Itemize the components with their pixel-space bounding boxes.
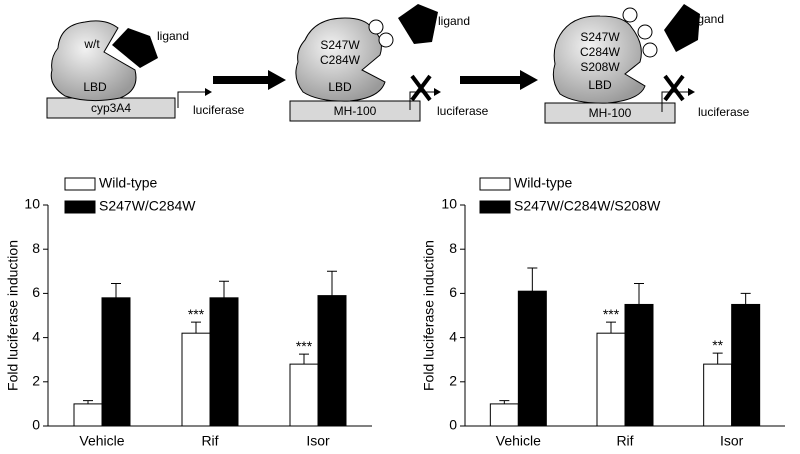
- y-tick-label: 8: [449, 240, 457, 256]
- bar: [317, 295, 347, 427]
- lbd-shape: [295, 17, 386, 102]
- y-tick-label: 4: [32, 328, 40, 344]
- y-tick-label: 0: [32, 417, 40, 433]
- error-bar: [634, 282, 644, 305]
- reporter-label: luciferase: [437, 104, 489, 118]
- ligand-label: ligand: [692, 12, 724, 26]
- reporter-label: luciferase: [698, 105, 750, 119]
- mutation-label: C284W: [320, 53, 361, 67]
- legend-label: Wild-type: [514, 175, 573, 191]
- error-bar: [499, 400, 510, 404]
- reporter-label: luciferase: [193, 103, 245, 117]
- y-tick-label: 4: [449, 328, 457, 344]
- bar: [489, 403, 519, 427]
- transcription-arrow: [177, 91, 205, 108]
- transcription-arrow: [409, 91, 436, 110]
- error-bar: [191, 321, 201, 334]
- domain-label: LBD: [83, 80, 107, 94]
- error-bar: [219, 280, 229, 298]
- promoter-label: cyp3A4: [91, 101, 131, 115]
- ligand-label: ligand: [438, 14, 470, 28]
- error-bar: [527, 267, 538, 292]
- legend-label: S247W/C284W/S208W: [514, 198, 661, 214]
- transcription-arrow: [661, 91, 690, 112]
- y-tick-label: 2: [32, 373, 40, 389]
- diagram-panel: MH-100 S247W C284W S208W LBD ligand luci…: [544, 4, 750, 124]
- error-bar: [712, 352, 723, 365]
- lbd-shape: [552, 15, 646, 104]
- x-tick-label: Vehicle: [79, 433, 124, 449]
- diagram-panel: MH-100 S247W C284W LBD ligand luciferase: [289, 4, 538, 122]
- significance-label: ***: [188, 306, 205, 322]
- error-bar: [740, 292, 751, 305]
- legend-swatch: [479, 200, 511, 214]
- x-tick-label: Rif: [616, 433, 633, 449]
- mutation-label: S247W: [320, 38, 360, 52]
- error-bar: [83, 400, 93, 404]
- promoter-box: [289, 100, 421, 122]
- arrow-head: [434, 88, 441, 96]
- bar: [209, 297, 239, 427]
- block-mark: [663, 74, 685, 102]
- step-arrow: [213, 70, 286, 90]
- legend-label: S247W/C284W: [99, 198, 196, 214]
- ligand-shape: [398, 4, 438, 44]
- legend-swatch: [64, 200, 96, 214]
- x-tick-label: Isor: [306, 433, 330, 449]
- mutation-label: S247W: [580, 30, 620, 44]
- bar: [624, 303, 654, 427]
- block-mark: [410, 74, 432, 102]
- arrow-head: [688, 88, 695, 96]
- bar: [731, 303, 761, 427]
- x-tick-label: Rif: [201, 433, 218, 449]
- promoter-label: MH-100: [334, 104, 377, 118]
- bar: [289, 363, 319, 427]
- y-axis-label: Fold luciferase induction: [421, 240, 437, 391]
- y-tick-label: 2: [449, 373, 457, 389]
- bar: [596, 332, 626, 427]
- error-bar: [111, 282, 121, 298]
- mutation-label: S208W: [580, 60, 620, 74]
- mutation-label: w/t: [83, 37, 100, 51]
- y-tick-label: 8: [32, 240, 40, 256]
- arrow-head: [205, 88, 212, 96]
- domain-label: LBD: [328, 80, 352, 94]
- bar: [73, 403, 103, 427]
- ligand-shape: [664, 4, 700, 52]
- bar: [181, 332, 211, 427]
- y-axis-label: Fold luciferase induction: [5, 240, 21, 391]
- bar: [703, 363, 733, 427]
- diagram-panel: cyp3A4 w/t LBD ligand luciferase: [46, 20, 286, 119]
- y-tick-label: 10: [441, 196, 457, 212]
- significance-label: ***: [603, 306, 620, 322]
- step-arrow: [460, 70, 538, 90]
- x-tick-label: Isor: [720, 433, 744, 449]
- y-tick-label: 10: [24, 196, 40, 212]
- error-bar: [327, 270, 337, 296]
- ligand-shape: [112, 28, 158, 68]
- promoter-label: MH-100: [589, 106, 632, 120]
- ligand-label: ligand: [157, 29, 189, 43]
- x-tick-label: Vehicle: [496, 433, 541, 449]
- mutation-label: C284W: [580, 45, 621, 59]
- bar: [101, 297, 131, 427]
- bar: [517, 290, 547, 427]
- lbd-shape: [50, 20, 137, 102]
- significance-label: **: [712, 337, 723, 353]
- domain-label: LBD: [588, 78, 612, 92]
- legend-swatch: [64, 177, 96, 191]
- error-bar: [299, 353, 309, 365]
- legend-label: Wild-type: [99, 175, 158, 191]
- error-bar: [606, 321, 616, 334]
- significance-label: ***: [296, 338, 313, 354]
- y-tick-label: 6: [32, 284, 40, 300]
- y-tick-label: 6: [449, 284, 457, 300]
- legend-swatch: [479, 177, 511, 191]
- y-tick-label: 0: [449, 417, 457, 433]
